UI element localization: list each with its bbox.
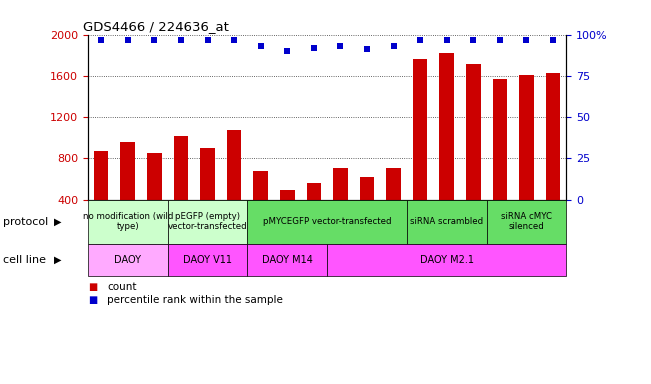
Bar (333, 168, 348, 241)
Bar (94, 151, 109, 241)
Bar (168, 200, 247, 244)
Bar (386, 168, 401, 241)
Bar (247, 200, 407, 244)
Bar (327, 244, 566, 276)
Bar (147, 153, 161, 241)
Point (521, 36, 532, 43)
Text: siRNA cMYC
silenced: siRNA cMYC silenced (501, 212, 552, 232)
Text: ▶: ▶ (54, 217, 62, 227)
Text: GDS4466 / 224636_at: GDS4466 / 224636_at (83, 20, 229, 33)
Bar (307, 183, 321, 241)
Point (309, 45, 319, 51)
Point (122, 36, 133, 43)
Text: DAOY M2.1: DAOY M2.1 (420, 255, 474, 265)
Point (96, 36, 106, 43)
Text: protocol: protocol (3, 217, 49, 227)
Bar (407, 200, 487, 244)
Point (255, 43, 266, 49)
Bar (88, 244, 168, 276)
Bar (360, 177, 374, 241)
Bar (466, 65, 480, 241)
Text: DAOY M14: DAOY M14 (262, 255, 312, 265)
Point (362, 46, 372, 53)
Bar (168, 244, 247, 276)
Text: ▶: ▶ (54, 255, 62, 265)
Text: no modification (wild
type): no modification (wild type) (83, 212, 173, 232)
Bar (493, 79, 507, 241)
Point (495, 36, 505, 43)
Point (441, 36, 452, 43)
Bar (120, 142, 135, 241)
Point (335, 43, 346, 49)
Point (415, 36, 425, 43)
Point (149, 36, 159, 43)
Bar (227, 129, 242, 241)
Text: count: count (107, 282, 137, 292)
Bar (253, 171, 268, 241)
Text: percentile rank within the sample: percentile rank within the sample (107, 295, 283, 305)
Text: DAOY V11: DAOY V11 (183, 255, 232, 265)
Point (176, 36, 186, 43)
Text: pEGFP (empty)
vector-transfected: pEGFP (empty) vector-transfected (168, 212, 247, 232)
Point (282, 48, 292, 54)
Bar (413, 60, 428, 241)
Text: DAOY: DAOY (115, 255, 141, 265)
Bar (201, 148, 215, 241)
Point (548, 36, 559, 43)
Text: ■: ■ (88, 282, 97, 292)
Bar (519, 75, 534, 241)
Bar (247, 244, 327, 276)
Point (229, 36, 240, 43)
Bar (280, 190, 294, 241)
Bar (439, 53, 454, 241)
Text: pMYCEGFP vector-transfected: pMYCEGFP vector-transfected (263, 217, 391, 226)
Point (468, 36, 478, 43)
Point (202, 36, 213, 43)
Bar (487, 200, 566, 244)
Bar (546, 73, 561, 241)
Text: ■: ■ (88, 295, 97, 305)
Text: cell line: cell line (3, 255, 46, 265)
Bar (88, 200, 168, 244)
Point (389, 43, 399, 49)
Bar (174, 136, 188, 241)
Text: siRNA scrambled: siRNA scrambled (410, 217, 483, 226)
